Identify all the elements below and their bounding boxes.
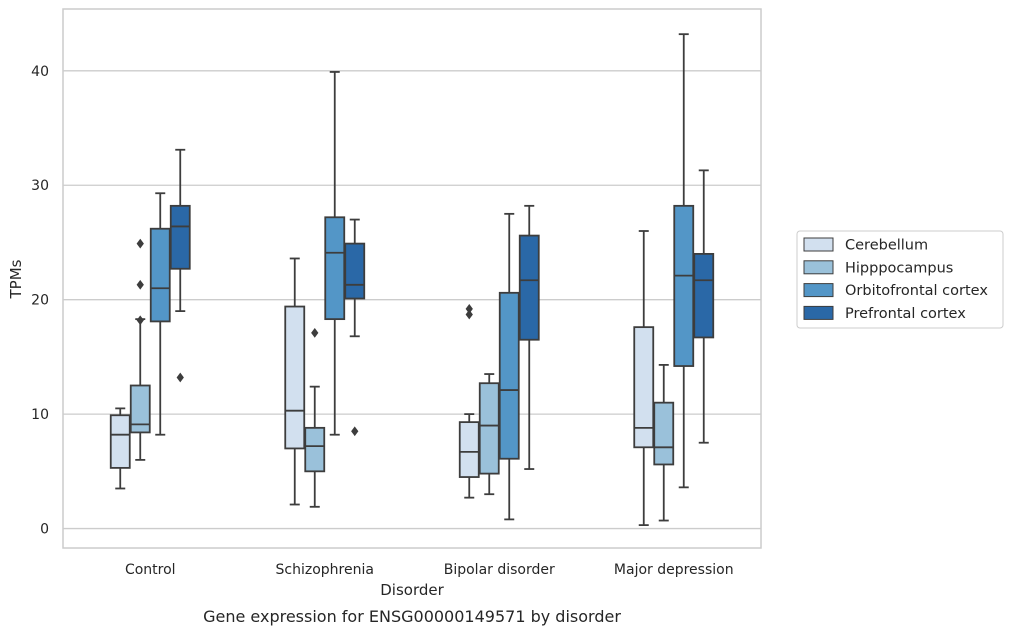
box-plot	[284, 257, 306, 506]
y-tick-label: 20	[31, 293, 49, 309]
outlier-point	[136, 315, 144, 326]
outlier-point	[351, 426, 359, 437]
plot-frame	[62, 8, 762, 549]
box-plot	[673, 33, 695, 489]
box-iqr	[498, 291, 520, 460]
box-iqr	[129, 384, 151, 434]
box-iqr	[633, 326, 655, 449]
box-iqr	[478, 382, 500, 475]
legend-swatch	[803, 237, 834, 252]
box-iqr	[149, 227, 171, 323]
legend-label: Cerebellum	[845, 238, 928, 254]
box-plot	[344, 218, 366, 437]
box-plot	[693, 169, 715, 444]
y-tick-label: 0	[40, 522, 49, 538]
x-tick-label: Schizophrenia	[276, 562, 374, 578]
x-tick-label: Major depression	[614, 562, 734, 578]
legend-swatch	[803, 260, 834, 275]
legend-label: Orbitofrontal cortex	[845, 283, 988, 299]
outlier-point	[136, 238, 144, 249]
x-axis-label: Disorder	[380, 581, 444, 599]
box-plot-series	[109, 33, 715, 527]
box-iqr	[109, 414, 131, 469]
x-tick-label: Bipolar disorder	[444, 562, 555, 578]
box-plot	[478, 373, 500, 496]
y-tick-labels: 0 10 20 30 40	[31, 64, 49, 538]
box-iqr	[518, 234, 540, 341]
box-plot	[169, 148, 191, 383]
legend-frame	[796, 230, 1004, 329]
box-plot	[498, 212, 520, 521]
box-iqr	[169, 204, 191, 270]
legend-label: Prefrontal cortex	[845, 306, 966, 322]
box-plot	[304, 327, 326, 508]
y-axis-label: TPMs	[7, 259, 25, 299]
legend: Cerebellum Hipppocampus Orbitofrontal cort…	[796, 230, 1004, 329]
x-tick-labels: Control Schizophrenia Bipolar disorder Majo…	[125, 562, 734, 578]
box-plot	[518, 204, 540, 470]
box-plot	[324, 71, 346, 436]
box-plot	[458, 303, 480, 499]
series-prefrontal-cortex	[169, 148, 715, 470]
legend-label: Hipppocampus	[845, 260, 953, 276]
box-iqr	[653, 401, 675, 466]
box-iqr	[284, 305, 306, 450]
legend-swatch	[803, 305, 834, 320]
legend-swatch	[803, 283, 834, 298]
chart-caption: Gene expression for ENSG00000149571 by d…	[203, 607, 621, 626]
box-plot	[149, 192, 171, 436]
box-plot	[109, 407, 131, 490]
box-iqr	[458, 421, 480, 478]
box-iqr	[324, 216, 346, 321]
outlier-point	[136, 279, 144, 290]
y-tick-label: 40	[31, 64, 49, 80]
box-iqr	[693, 252, 715, 339]
series-hipppocampus	[129, 238, 675, 522]
y-tick-label: 10	[31, 407, 49, 423]
box-iqr	[673, 204, 695, 367]
box-plot	[633, 230, 655, 527]
outlier-point	[465, 309, 473, 320]
box-plot	[129, 238, 151, 461]
series-orbitofrontal-cortex	[149, 33, 695, 521]
series-cerebellum	[109, 230, 655, 527]
box-iqr	[304, 426, 326, 473]
outlier-point	[176, 372, 184, 383]
outlier-point	[465, 303, 473, 314]
x-tick-label: Control	[125, 562, 176, 578]
y-tick-label: 30	[31, 178, 49, 194]
box-plot	[653, 364, 675, 522]
box-iqr	[344, 242, 366, 300]
outlier-point	[311, 327, 319, 338]
